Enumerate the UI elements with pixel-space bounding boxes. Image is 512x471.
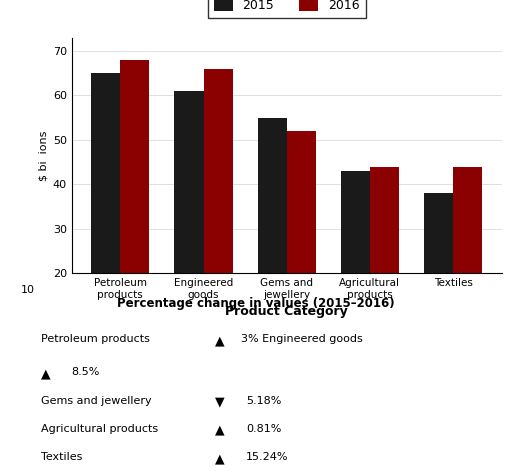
Text: 10: 10 [21, 285, 35, 295]
Text: 15.24%: 15.24% [246, 452, 288, 462]
Text: Gems and jewellery: Gems and jewellery [41, 396, 152, 406]
Y-axis label: $ bi  ions: $ bi ions [38, 130, 49, 180]
Bar [204, 69, 232, 362]
Text: Petroleum products: Petroleum products [41, 334, 150, 344]
Bar [424, 193, 453, 362]
Text: ▲: ▲ [215, 424, 225, 437]
Bar [341, 171, 370, 362]
Text: ▲: ▲ [215, 452, 225, 465]
Text: 0.81%: 0.81% [246, 424, 281, 434]
Text: 5.18%: 5.18% [246, 396, 281, 406]
Text: 3% Engineered goods: 3% Engineered goods [241, 334, 362, 344]
Text: ▲: ▲ [41, 367, 51, 381]
Bar [453, 167, 482, 362]
Bar [175, 91, 204, 362]
Bar [258, 118, 287, 362]
Bar [287, 131, 316, 362]
Bar [120, 60, 150, 362]
Bar [91, 73, 120, 362]
Text: Textiles: Textiles [41, 452, 82, 462]
Text: ▲: ▲ [215, 334, 225, 348]
Legend: 2015, 2016: 2015, 2016 [207, 0, 366, 18]
Text: 8.5%: 8.5% [72, 367, 100, 377]
Bar [370, 167, 399, 362]
Text: Agricultural products: Agricultural products [41, 424, 158, 434]
Text: Percentage change in values (2015–2016): Percentage change in values (2015–2016) [117, 297, 395, 310]
Text: ▼: ▼ [215, 396, 225, 409]
X-axis label: Product Category: Product Category [225, 305, 348, 318]
